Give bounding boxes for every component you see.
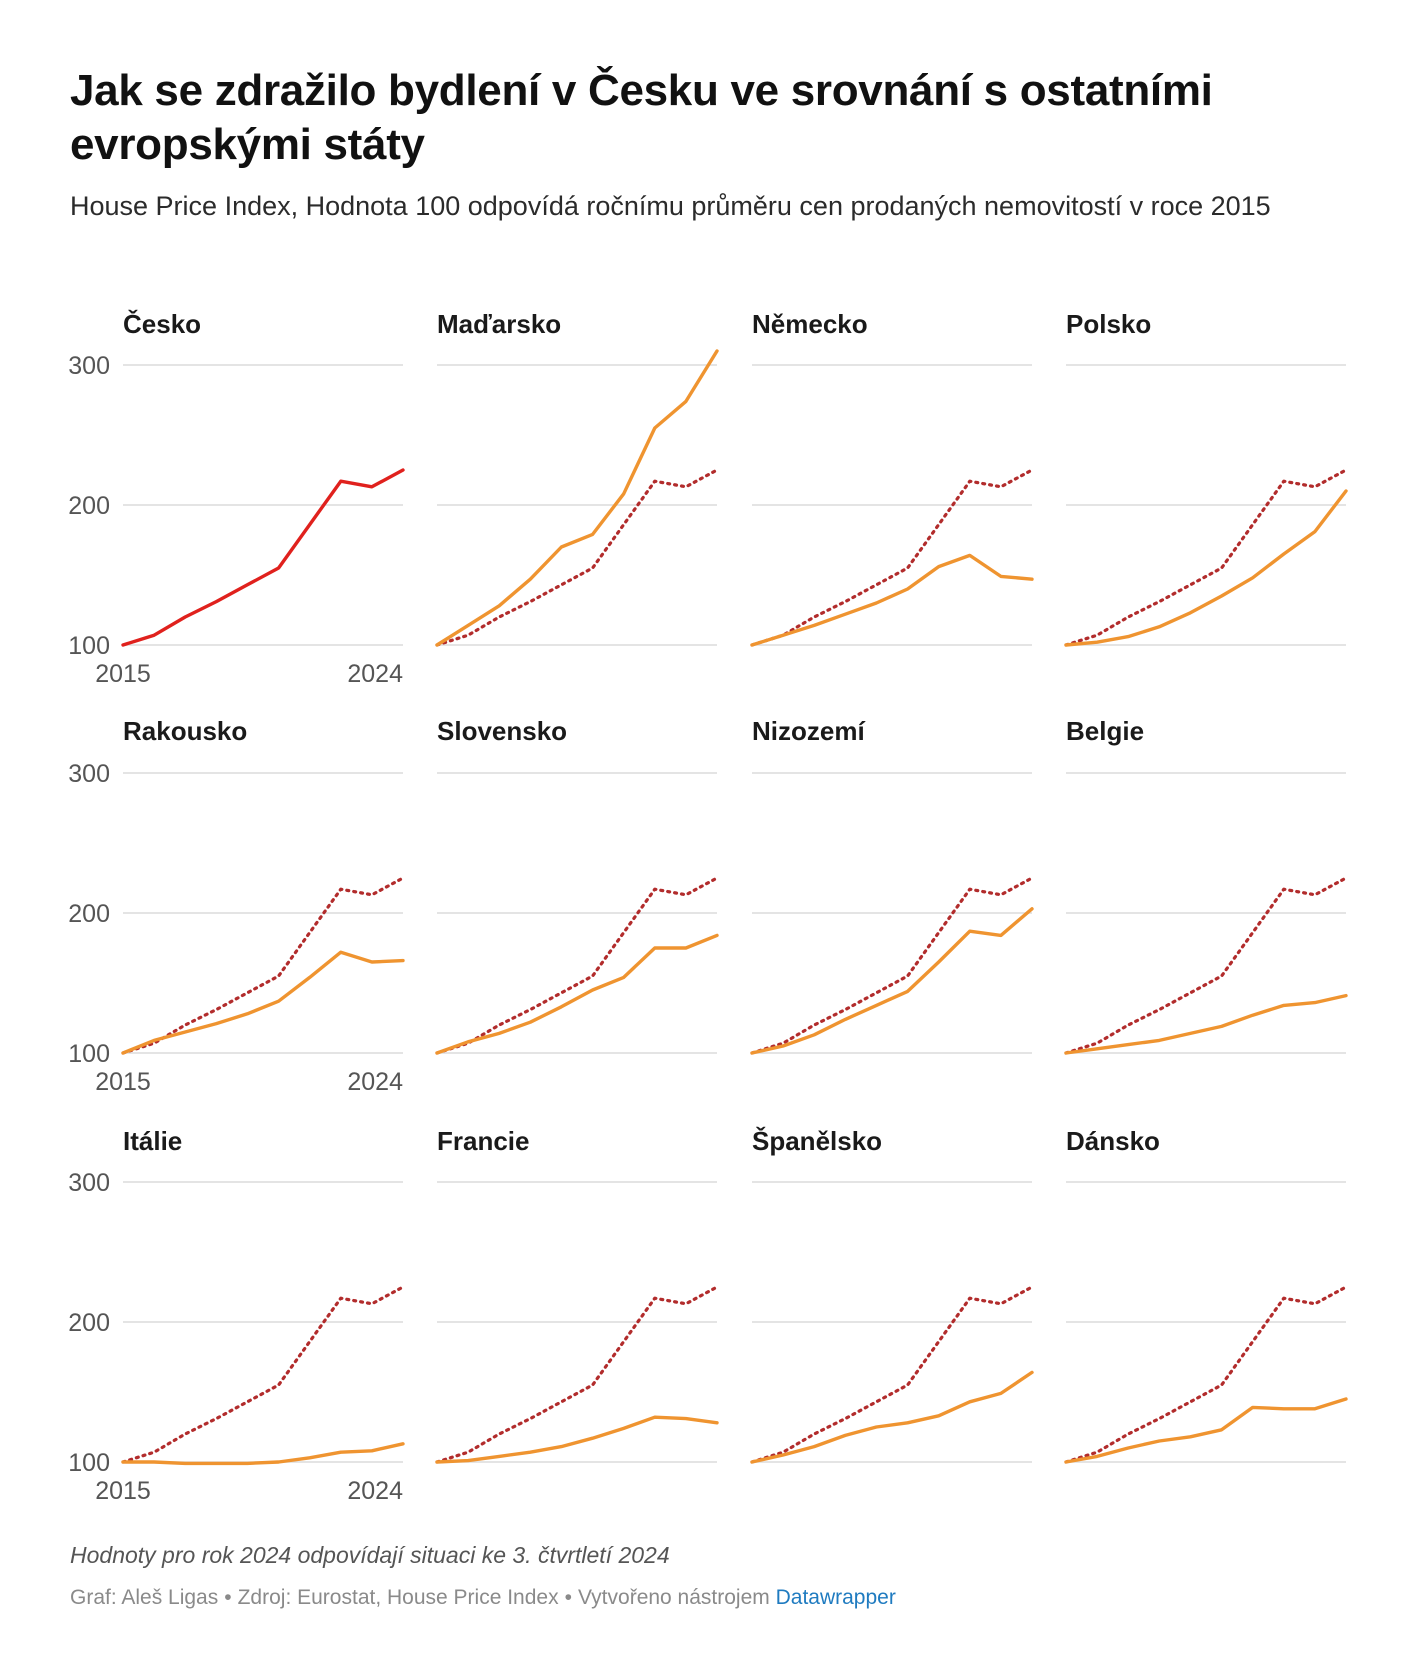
country-series-line (121, 950, 405, 1055)
reference-series-line (121, 1285, 405, 1464)
chart-notes: Hodnoty pro rok 2024 odpovídají situaci … (70, 1542, 670, 1568)
y-tick-label: 300 (68, 1169, 110, 1197)
reference-series-line (435, 876, 719, 1055)
panel-title: Německo (752, 309, 868, 339)
panel-title: Belgie (1066, 716, 1144, 746)
y-tick-label: 100 (68, 1040, 110, 1068)
country-series-line (435, 933, 719, 1055)
panel-title: Slovensko (437, 716, 567, 746)
credit-separator: • (564, 1586, 572, 1609)
country-series-line (750, 553, 1034, 647)
chart-title: Jak se zdražilo bydlení v Česku ve srovn… (70, 66, 1213, 169)
credit-source: Zdroj: Eurostat, House Price Index (237, 1586, 559, 1609)
y-tick-label: 200 (68, 900, 110, 928)
x-tick-label: 2024 (347, 660, 403, 688)
x-tick-label: 2015 (95, 660, 151, 688)
country-series-line (750, 1370, 1034, 1464)
x-tick-label: 2015 (95, 1477, 151, 1505)
x-tick-label: 2024 (347, 1477, 403, 1505)
reference-series-line (750, 468, 1034, 647)
reference-series-line (1064, 876, 1348, 1055)
panel-title: Francie (437, 1126, 530, 1156)
x-tick-label: 2024 (347, 1068, 403, 1096)
y-tick-label: 100 (68, 1449, 110, 1477)
panel-title: Dánsko (1066, 1126, 1160, 1156)
credit-separator: • (224, 1586, 232, 1609)
reference-series-line (1064, 1285, 1348, 1464)
country-series-line (1064, 1397, 1348, 1464)
country-series-line (1064, 993, 1348, 1055)
reference-series-line (121, 876, 405, 1055)
y-tick-label: 200 (68, 492, 110, 520)
country-series-line (750, 907, 1034, 1055)
country-series-line (435, 349, 719, 647)
datawrapper-link[interactable]: Datawrapper (775, 1586, 896, 1609)
panel-title: Česko (123, 309, 201, 339)
reference-series-line (1064, 468, 1348, 647)
y-tick-label: 100 (68, 632, 110, 660)
chart-subtitle: House Price Index, Hodnota 100 odpovídá … (70, 191, 1271, 221)
y-tick-label: 300 (68, 352, 110, 380)
y-tick-label: 300 (68, 760, 110, 788)
panel-title: Maďarsko (437, 309, 561, 339)
panel-title: Nizozemí (752, 716, 865, 746)
x-tick-label: 2015 (95, 1068, 151, 1096)
panel-title: Rakousko (123, 716, 247, 746)
reference-series-line (435, 1285, 719, 1464)
reference-series-line (435, 468, 719, 647)
country-series-line (121, 1442, 405, 1466)
credit-author: Graf: Aleš Ligas (70, 1586, 219, 1609)
panel-title: Polsko (1066, 309, 1151, 339)
chart-credits: Graf: Aleš Ligas • Zdroj: Eurostat, House … (70, 1586, 896, 1610)
country-series-line (1064, 489, 1348, 647)
panel-title: Španělsko (752, 1126, 882, 1156)
y-tick-label: 200 (68, 1309, 110, 1337)
reference-series-line (750, 1285, 1034, 1464)
panel-title: Itálie (123, 1126, 182, 1156)
reference-series-line (750, 876, 1034, 1055)
country-series-line (435, 1415, 719, 1464)
credit-tool: Vytvořeno nástrojem (577, 1586, 770, 1609)
czech-series-line (121, 468, 405, 647)
